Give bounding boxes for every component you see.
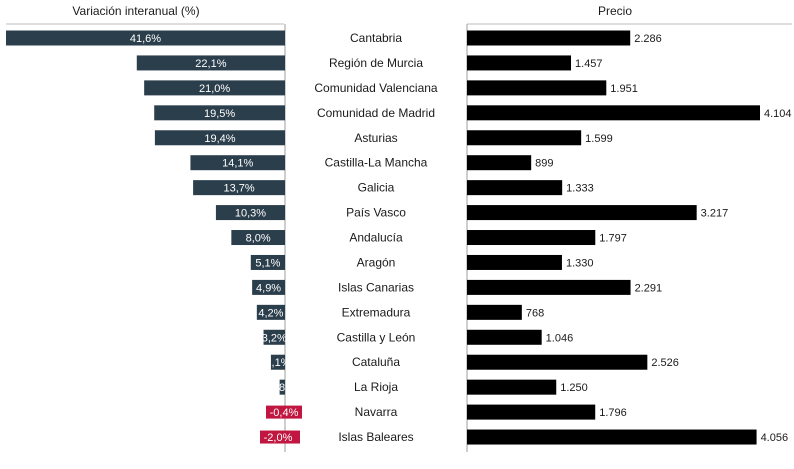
variation-bar — [193, 180, 285, 196]
region-label: Asturias — [354, 131, 397, 145]
price-value-label: 4.056 — [761, 432, 789, 444]
variation-value-label: -2,0% — [264, 432, 293, 444]
variation-value-label: -0,4% — [270, 407, 299, 419]
region-label: La Rioja — [354, 380, 398, 394]
price-bar — [467, 105, 760, 121]
price-value-label: 3.217 — [701, 208, 729, 220]
price-value-label: 1.457 — [575, 58, 603, 70]
price-value-label: 1.797 — [599, 233, 627, 245]
region-label: Comunidad Valenciana — [314, 81, 438, 95]
price-bar — [467, 279, 631, 295]
price-bar — [467, 180, 563, 196]
region-label: Extremadura — [342, 305, 411, 319]
price-value-label: 1.250 — [560, 382, 588, 394]
variation-bar — [231, 230, 285, 246]
price-bar — [467, 379, 557, 395]
price-value-label: 4.104 — [764, 108, 792, 120]
price-value-label: 2.526 — [651, 357, 679, 369]
region-label: Cantabria — [350, 31, 402, 45]
variation-bar — [256, 304, 285, 320]
variation-value-label: 13,7% — [223, 183, 254, 195]
region-label: Aragón — [357, 255, 396, 269]
variation-bar — [270, 354, 285, 370]
price-bar — [467, 354, 648, 370]
variation-bar — [136, 55, 285, 71]
price-bar — [467, 329, 542, 345]
variation-value-label: 19,4% — [204, 133, 235, 145]
variation-value-label: 8,0% — [246, 233, 271, 245]
price-bar — [467, 205, 697, 221]
price-bar — [467, 30, 631, 46]
variation-value-label: 10,3% — [235, 208, 266, 220]
region-label: País Vasco — [346, 206, 406, 220]
variation-value-label: 14,1% — [222, 158, 253, 170]
price-value-label: 2.291 — [635, 282, 663, 294]
region-label: Galicia — [358, 181, 395, 195]
region-label: Castilla y León — [337, 330, 416, 344]
region-label: Región de Murcia — [329, 56, 423, 70]
price-bar — [467, 80, 607, 96]
price-value-label: 899 — [535, 158, 553, 170]
region-label: Islas Canarias — [338, 280, 414, 294]
variation-bar — [250, 254, 285, 270]
variation-value-label: 21,0% — [199, 83, 230, 95]
variation-chart-title: Variación interanual (%) — [72, 4, 199, 18]
variation-bar — [144, 80, 285, 96]
price-bar — [467, 254, 562, 270]
price-bar — [467, 230, 596, 246]
variation-bar — [260, 430, 300, 444]
price-value-label: 1.951 — [610, 83, 638, 95]
variation-bar — [6, 30, 285, 46]
variation-value-label: 2,1% — [265, 357, 290, 369]
variation-bar — [154, 130, 285, 146]
variation-bar — [190, 155, 285, 171]
variation-value-label: 3,2% — [262, 332, 287, 344]
price-chart-title: Precio — [598, 4, 632, 18]
variation-bar — [215, 205, 285, 221]
price-bar — [467, 404, 596, 420]
price-value-label: 768 — [526, 307, 544, 319]
price-value-label: 1.599 — [585, 133, 613, 145]
price-bar — [467, 155, 532, 171]
region-label: Islas Baleares — [338, 430, 413, 444]
price-value-label: 1.796 — [599, 407, 627, 419]
region-label: Castilla-La Mancha — [325, 156, 428, 170]
variation-bar — [279, 379, 285, 395]
variation-bar — [263, 329, 285, 345]
variation-bar — [252, 279, 285, 295]
price-value-label: 2.286 — [634, 33, 662, 45]
variation-value-label: 0,8% — [270, 382, 295, 394]
region-label: Comunidad de Madrid — [317, 106, 435, 120]
variation-bar — [154, 105, 285, 121]
price-bar — [467, 429, 757, 445]
variation-value-label: 19,5% — [204, 108, 235, 120]
variation-bar — [266, 405, 302, 419]
variation-value-label: 5,1% — [255, 257, 280, 269]
region-label: Cataluña — [352, 355, 400, 369]
region-label: Andalucía — [349, 231, 403, 245]
price-bar — [467, 130, 582, 146]
variation-value-label: 22,1% — [195, 58, 226, 70]
price-value-label: 1.333 — [566, 183, 594, 195]
price-value-label: 1.046 — [546, 332, 574, 344]
price-bar — [467, 304, 522, 320]
variation-value-label: 4,2% — [258, 307, 283, 319]
price-bar — [467, 55, 572, 71]
variation-value-label: 4,9% — [256, 282, 281, 294]
variation-value-label: 41,6% — [130, 33, 161, 45]
region-label: Navarra — [355, 405, 398, 419]
price-value-label: 1.330 — [566, 257, 594, 269]
